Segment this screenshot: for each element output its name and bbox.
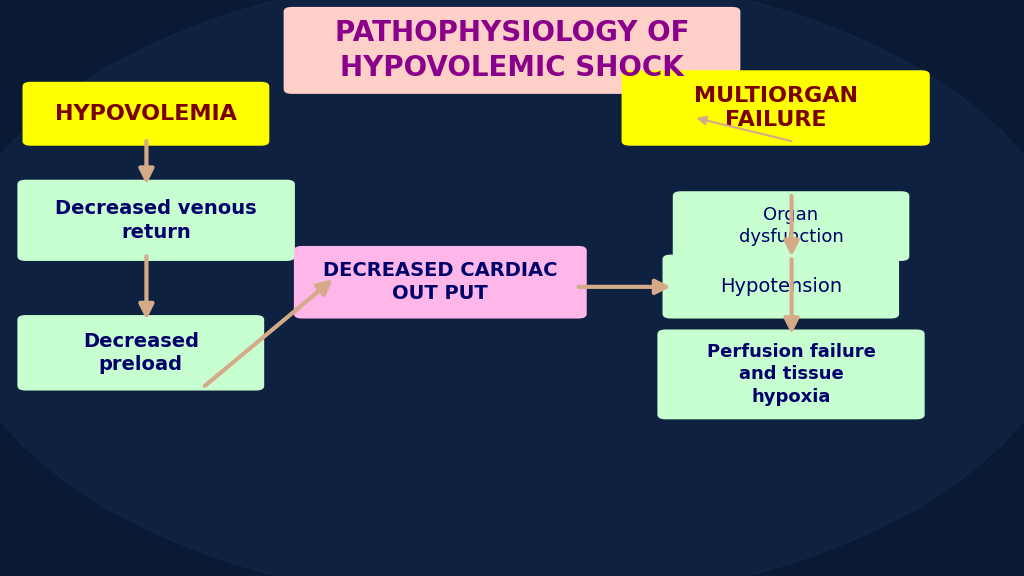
Text: DECREASED CARDIAC
OUT PUT: DECREASED CARDIAC OUT PUT <box>323 261 558 304</box>
FancyBboxPatch shape <box>17 180 295 261</box>
FancyBboxPatch shape <box>294 246 587 319</box>
Text: Organ
dysfunction: Organ dysfunction <box>738 206 844 246</box>
FancyBboxPatch shape <box>622 70 930 146</box>
Text: PATHOPHYSIOLOGY OF
HYPOVOLEMIC SHOCK: PATHOPHYSIOLOGY OF HYPOVOLEMIC SHOCK <box>335 19 689 82</box>
Text: MULTIORGAN
FAILURE: MULTIORGAN FAILURE <box>693 86 858 130</box>
FancyBboxPatch shape <box>284 7 740 94</box>
FancyBboxPatch shape <box>673 191 909 261</box>
FancyBboxPatch shape <box>23 82 269 146</box>
Text: Perfusion failure
and tissue
hypoxia: Perfusion failure and tissue hypoxia <box>707 343 876 406</box>
FancyBboxPatch shape <box>657 329 925 419</box>
Text: Decreased
preload: Decreased preload <box>83 332 199 374</box>
FancyBboxPatch shape <box>663 255 899 319</box>
FancyBboxPatch shape <box>17 315 264 391</box>
Text: Hypotension: Hypotension <box>720 277 842 296</box>
Text: Decreased venous
return: Decreased venous return <box>55 199 257 241</box>
Text: HYPOVOLEMIA: HYPOVOLEMIA <box>55 104 237 124</box>
